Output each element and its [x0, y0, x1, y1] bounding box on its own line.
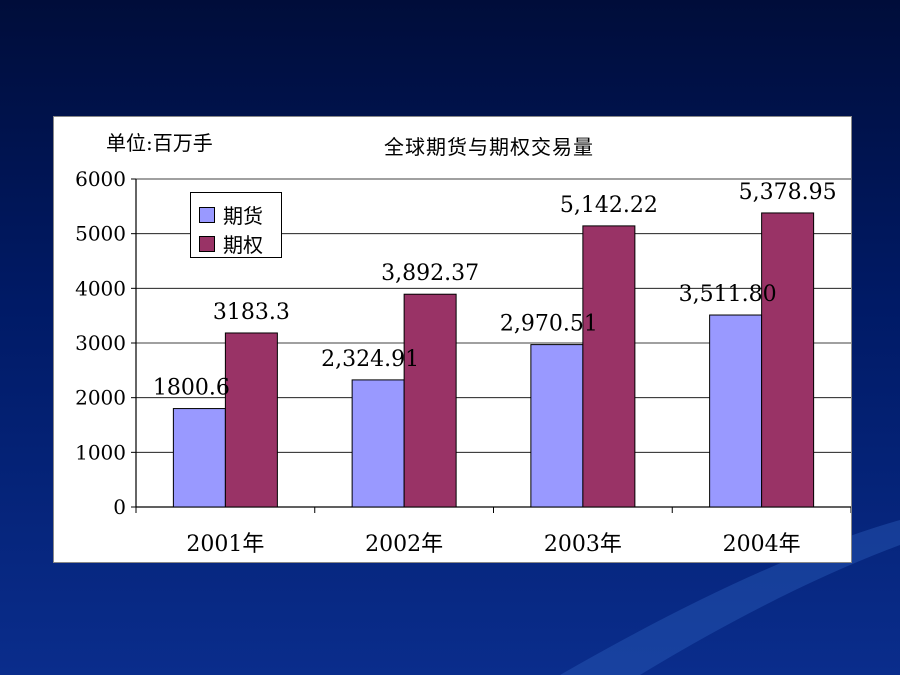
legend-label-options: 期权: [223, 233, 263, 257]
legend-swatch-options: [199, 235, 215, 252]
legend: 期货 期权: [190, 192, 282, 258]
y-tick-label: 4000: [75, 276, 126, 300]
data-label: 2,324.91: [321, 347, 419, 372]
y-tick-label: 3000: [75, 331, 126, 355]
bar-options: [224, 332, 278, 508]
x-tick-label: 2001年: [186, 532, 264, 557]
legend-swatch-futures: [199, 206, 215, 223]
bar-futures: [530, 344, 584, 508]
unit-label: 单位:百万手: [106, 131, 213, 155]
x-tick-label: 2002年: [365, 532, 443, 557]
x-tick-label: 2004年: [723, 532, 801, 557]
data-label: 5,142.22: [560, 193, 658, 218]
y-tick-label: 2000: [75, 386, 126, 410]
legend-item-futures: 期货: [199, 200, 263, 229]
bar-futures: [172, 408, 226, 508]
y-tick-label: 1000: [75, 440, 126, 464]
bar-futures: [709, 314, 763, 508]
bar-futures: [351, 379, 405, 508]
y-tick-label: 6000: [75, 167, 126, 191]
bar-options: [403, 293, 457, 508]
data-label: 3,511.80: [679, 282, 777, 307]
chart-title: 全球期货与期权交易量: [384, 135, 594, 159]
data-label: 3183.3: [213, 300, 290, 325]
y-tick-label: 0: [113, 495, 126, 519]
legend-label-futures: 期货: [223, 204, 263, 228]
chart-panel: 单位:百万手 全球期货与期权交易量 0 1000 2000 3000 4000 5000 6…: [53, 116, 852, 563]
legend-item-options: 期权: [199, 229, 263, 258]
y-tick-label: 5000: [75, 222, 126, 246]
bar-options: [761, 212, 815, 508]
data-label: 1800.6: [153, 376, 230, 401]
data-label: 5,378.95: [739, 180, 837, 205]
x-tick-label: 2003年: [544, 532, 622, 557]
bar-options: [582, 225, 636, 508]
data-label: 2,970.51: [500, 312, 598, 337]
chart-plot: 0 1000 2000 3000 4000 5000 6000 2001年 2002年 2003年…: [75, 167, 851, 557]
data-label: 3,892.37: [381, 261, 479, 286]
